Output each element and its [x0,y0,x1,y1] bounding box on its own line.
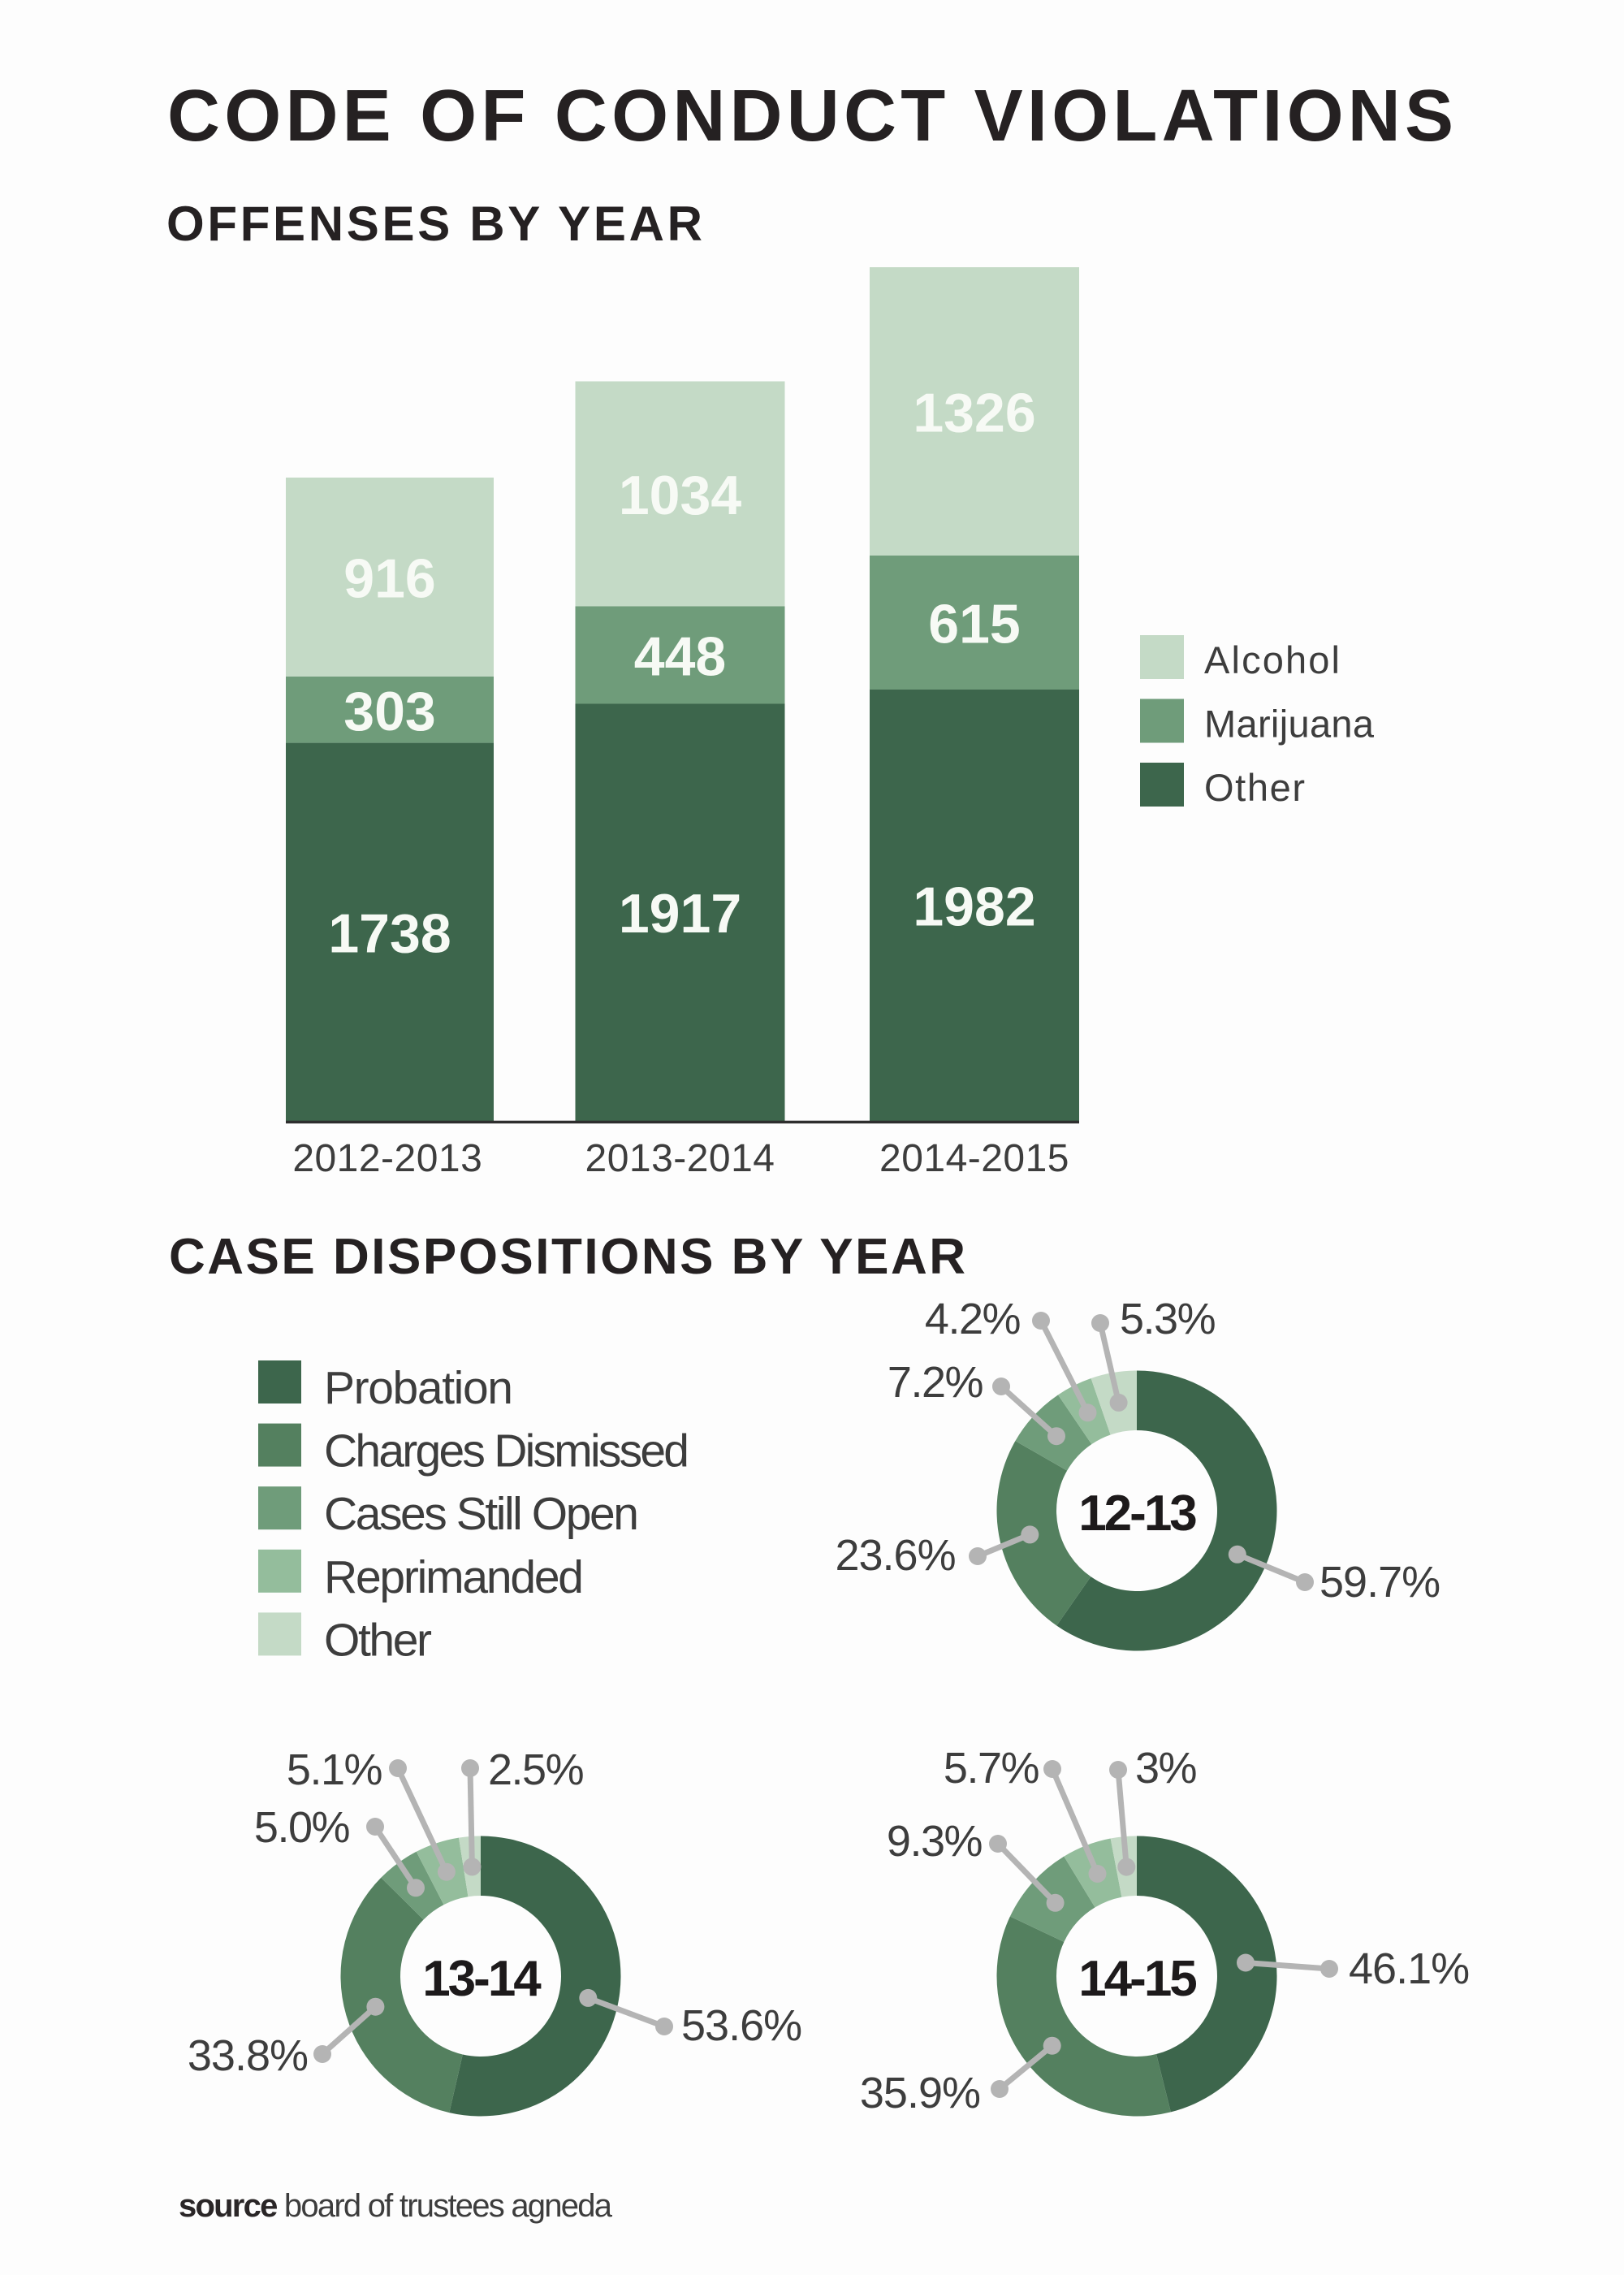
svg-text:23.6%: 23.6% [835,1531,955,1580]
svg-text:303: 303 [343,681,435,742]
svg-text:source board of trustees agned: source board of trustees agneda [179,2188,613,2224]
svg-text:5.3%: 5.3% [1120,1295,1216,1343]
svg-text:Alcohol: Alcohol [1204,638,1341,681]
svg-text:Reprimanded: Reprimanded [324,1551,582,1603]
svg-text:7.2%: 7.2% [888,1358,983,1407]
svg-text:12-13: 12-13 [1078,1486,1196,1542]
svg-text:1738: 1738 [328,902,451,964]
svg-text:CASE DISPOSITIONS BY YEAR: CASE DISPOSITIONS BY YEAR [169,1229,968,1285]
svg-text:2012-2013: 2012-2013 [292,1137,482,1180]
svg-text:46.1%: 46.1% [1349,1944,1469,1993]
svg-text:CODE OF CONDUCT VIOLATIONS: CODE OF CONDUCT VIOLATIONS [167,76,1458,157]
svg-text:53.6%: 53.6% [681,2001,801,2050]
svg-text:Marijuana: Marijuana [1204,703,1375,746]
svg-text:33.8%: 33.8% [188,2031,308,2080]
svg-text:5.7%: 5.7% [944,1744,1039,1793]
svg-text:Probation: Probation [324,1362,512,1414]
svg-text:2013-2014: 2013-2014 [585,1137,775,1180]
svg-text:14-15: 14-15 [1078,1951,1196,2007]
svg-text:2014-2015: 2014-2015 [879,1137,1069,1180]
svg-text:4.2%: 4.2% [925,1295,1021,1343]
svg-text:OFFENSES BY YEAR: OFFENSES BY YEAR [166,197,706,251]
svg-text:Other: Other [1204,766,1307,809]
svg-text:916: 916 [343,548,435,610]
svg-text:3%: 3% [1135,1744,1197,1793]
svg-text:13-14: 13-14 [422,1951,542,2007]
svg-text:1034: 1034 [619,465,741,526]
svg-text:1917: 1917 [619,883,741,945]
svg-text:5.0%: 5.0% [254,1803,350,1852]
svg-text:448: 448 [634,626,726,688]
svg-text:2.5%: 2.5% [488,1745,584,1794]
svg-text:1326: 1326 [913,383,1035,444]
svg-text:59.7%: 59.7% [1320,1558,1440,1607]
svg-text:1982: 1982 [913,876,1035,938]
svg-text:Charges Dismissed: Charges Dismissed [324,1425,687,1477]
svg-text:Other: Other [324,1614,432,1666]
svg-text:615: 615 [928,594,1020,655]
svg-text:5.1%: 5.1% [287,1745,382,1794]
svg-text:35.9%: 35.9% [860,2069,980,2117]
svg-text:9.3%: 9.3% [887,1817,983,1866]
svg-text:Cases Still Open: Cases Still Open [324,1488,637,1540]
